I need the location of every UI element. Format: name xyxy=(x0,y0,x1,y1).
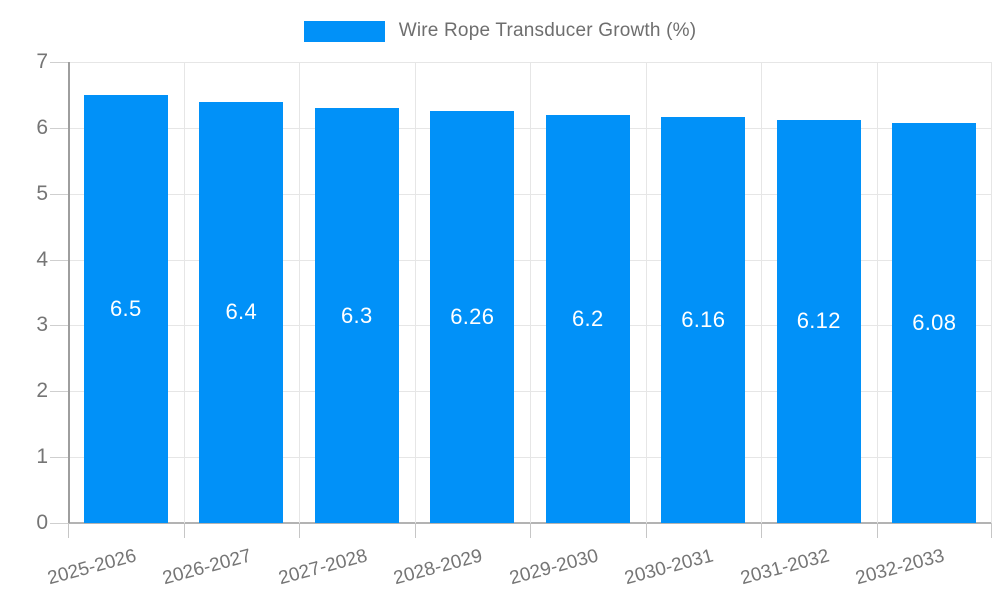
bar-value-label: 6.26 xyxy=(450,303,495,329)
v-gridline xyxy=(876,62,878,523)
y-tick-label: 1 xyxy=(36,445,48,469)
y-tick-label: 7 xyxy=(36,50,48,73)
y-tick-label: 3 xyxy=(36,313,48,337)
bar-slot: 6.12 xyxy=(761,62,877,523)
bar: 6.16 xyxy=(661,117,746,523)
v-gridline xyxy=(414,62,416,523)
y-tick-label: 5 xyxy=(36,181,48,205)
y-tick-label: 6 xyxy=(36,115,48,139)
bar: 6.2 xyxy=(545,114,630,523)
legend: Wire Rope Transducer Growth (%) xyxy=(0,20,1000,42)
bar-slot: 6.5 xyxy=(68,62,184,523)
v-gridline xyxy=(299,62,300,523)
bar-slot: 6.3 xyxy=(299,62,415,523)
x-tick-mark xyxy=(991,523,992,538)
bar-slot: 6.26 xyxy=(415,62,531,523)
v-gridline xyxy=(183,62,185,523)
bar-slot: 6.4 xyxy=(184,62,300,523)
x-tick-mark xyxy=(645,523,647,538)
bar: 6.3 xyxy=(314,108,399,523)
y-tick-label: 0 xyxy=(36,511,48,534)
bar-value-label: 6.08 xyxy=(912,309,957,335)
y-tick-mark xyxy=(50,127,68,129)
v-gridline xyxy=(645,62,647,523)
bar-value-label: 6.3 xyxy=(341,302,373,328)
y-tick-mark xyxy=(50,193,68,195)
bar-value-label: 6.16 xyxy=(681,307,726,333)
bar-value-label: 6.12 xyxy=(796,308,841,334)
legend-label: Wire Rope Transducer Growth (%) xyxy=(398,20,697,41)
bar: 6.5 xyxy=(83,94,168,523)
v-gridline xyxy=(761,62,762,523)
bar-value-label: 6.2 xyxy=(572,305,604,331)
x-tick-mark xyxy=(183,523,185,538)
plot-area: 6.5 6.4 6.3 6.26 6.2 6.16 6.12 6.08 xyxy=(68,62,993,524)
bar-slot: 6.16 xyxy=(646,62,762,523)
y-tick-mark xyxy=(50,391,68,393)
bar: 6.08 xyxy=(892,122,977,523)
legend-swatch xyxy=(303,20,385,42)
bar-value-label: 6.5 xyxy=(110,295,142,321)
v-gridline xyxy=(991,62,992,523)
y-tick-mark xyxy=(50,62,68,63)
y-tick-label: 4 xyxy=(36,247,48,271)
y-tick-mark xyxy=(50,259,68,261)
y-tick-mark xyxy=(50,523,68,524)
bar: 6.26 xyxy=(430,110,515,523)
x-tick-mark xyxy=(530,523,531,538)
v-gridline xyxy=(530,62,531,523)
x-tick-mark xyxy=(876,523,878,538)
x-tick-mark xyxy=(299,523,300,538)
bar-value-label: 6.4 xyxy=(225,299,257,325)
x-tick-mark xyxy=(68,523,69,538)
bar: 6.12 xyxy=(776,119,861,523)
y-tick-mark xyxy=(50,325,68,327)
bar-slot: 6.2 xyxy=(530,62,646,523)
bar-slot: 6.08 xyxy=(877,62,993,523)
y-tick-label: 2 xyxy=(36,379,48,403)
x-tick-mark xyxy=(761,523,762,538)
bar: 6.4 xyxy=(199,101,284,523)
y-tick-mark xyxy=(50,457,68,459)
y-axis-line xyxy=(68,62,70,523)
x-tick-mark xyxy=(414,523,416,538)
